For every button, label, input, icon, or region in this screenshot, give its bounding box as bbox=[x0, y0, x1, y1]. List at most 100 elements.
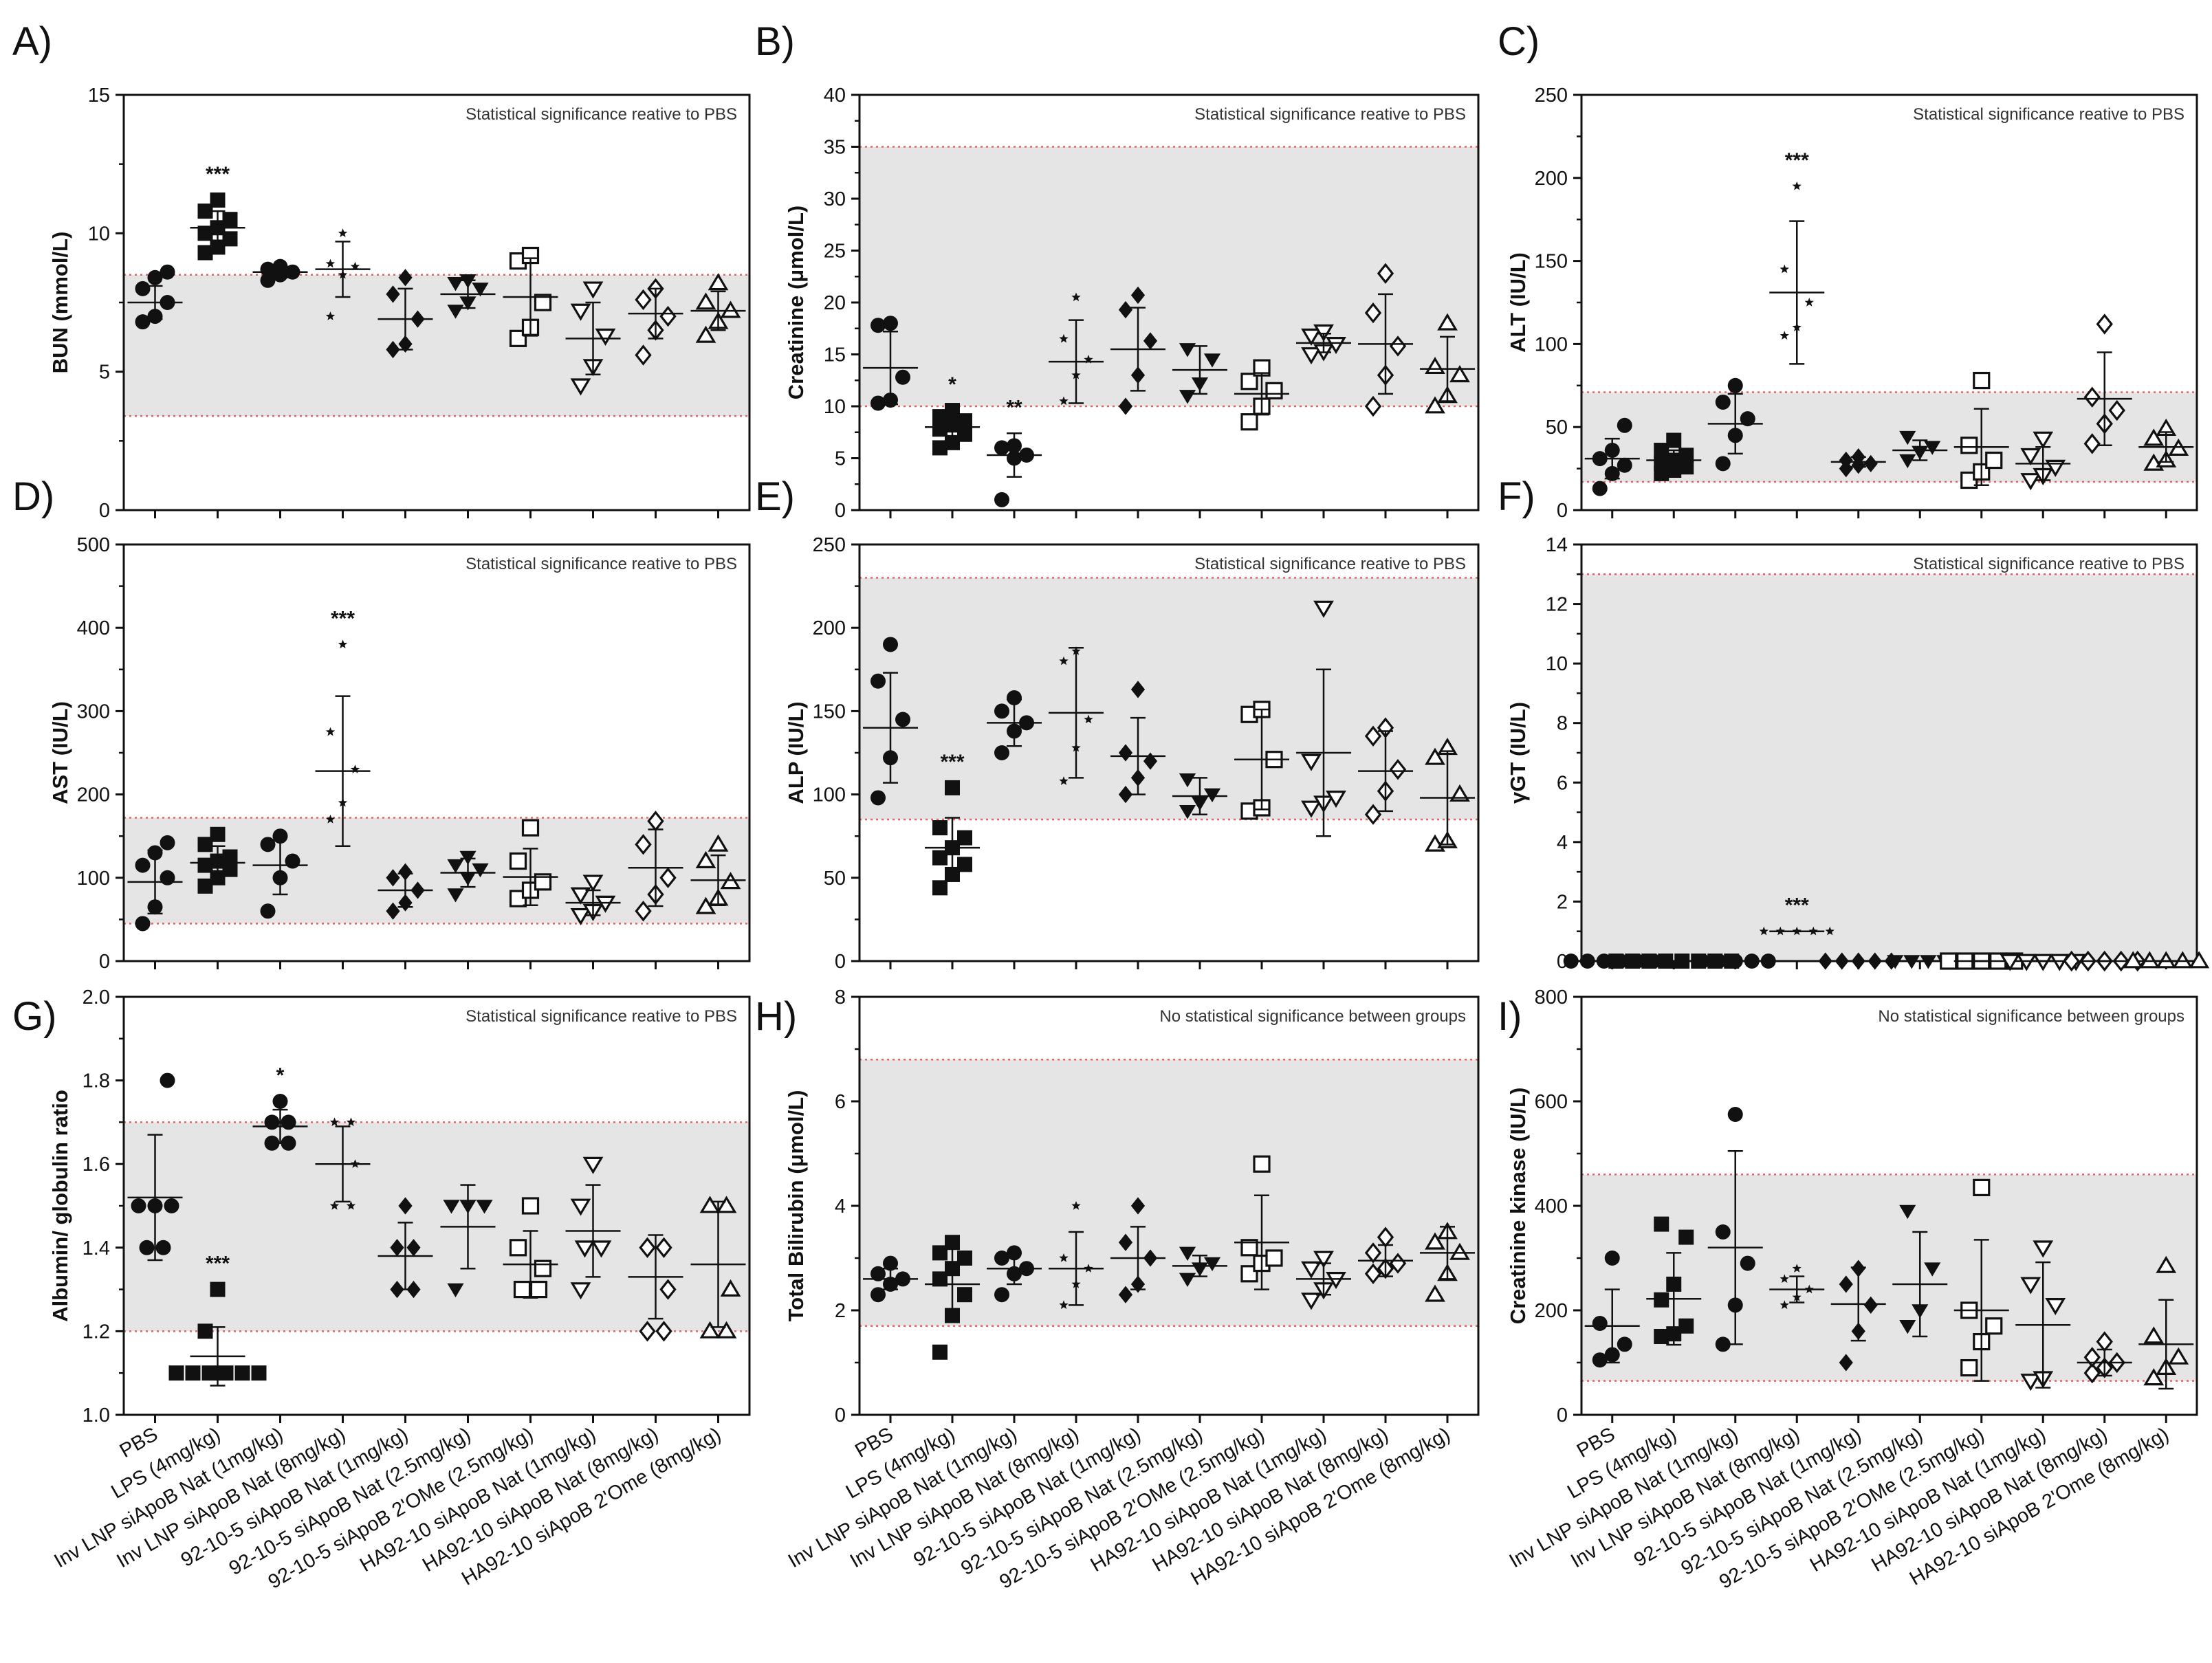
y-tick-label: 50 bbox=[824, 868, 846, 890]
data-point bbox=[1449, 365, 1470, 383]
y-tick-label: 15 bbox=[88, 85, 110, 107]
data-point bbox=[197, 1323, 213, 1339]
data-point bbox=[534, 294, 552, 311]
series-group bbox=[1707, 1107, 1763, 1352]
y-tick-label: 8 bbox=[1557, 713, 1568, 735]
data-point bbox=[197, 245, 213, 261]
series-group bbox=[377, 269, 433, 359]
series-group bbox=[1420, 1222, 1475, 1302]
data-point bbox=[695, 850, 716, 868]
series-group bbox=[1049, 1201, 1104, 1310]
data-point bbox=[210, 239, 226, 255]
data-point bbox=[1118, 1286, 1133, 1303]
series-group bbox=[1234, 1155, 1289, 1290]
data-point bbox=[197, 225, 213, 241]
series-group bbox=[2000, 954, 2087, 971]
significance-note: Statistical significance reative to PBS bbox=[1913, 555, 2184, 573]
series-group bbox=[1646, 432, 1702, 481]
data-point bbox=[2172, 951, 2193, 969]
y-tick-label: 1.6 bbox=[83, 1154, 110, 1176]
y-axis-label: ALT (IU/L) bbox=[1506, 252, 1530, 353]
data-point bbox=[1740, 411, 1755, 427]
series-group bbox=[440, 850, 496, 903]
data-point bbox=[2020, 473, 2041, 491]
data-point bbox=[932, 820, 948, 836]
chart-panel-b: 0 5 10 15 20 25 30 35 40 Creatinine (μmol/L) Stati… bbox=[755, 19, 1480, 522]
significance-note: Statistical significance reative to PBS bbox=[466, 1007, 737, 1026]
y-tick-label: 100 bbox=[1535, 333, 1568, 355]
y-tick-label: 30 bbox=[824, 188, 846, 210]
series-group bbox=[1234, 359, 1289, 431]
data-point bbox=[635, 901, 652, 922]
data-point bbox=[1924, 441, 1941, 455]
data-point bbox=[1666, 432, 1682, 448]
y-tick-label: 4 bbox=[835, 1196, 846, 1218]
series-group: *** bbox=[315, 607, 371, 847]
data-point bbox=[1715, 1224, 1731, 1240]
data-point bbox=[164, 1198, 179, 1213]
data-point bbox=[386, 340, 400, 359]
data-point bbox=[350, 764, 360, 773]
y-tick-label: 4 bbox=[1557, 832, 1568, 854]
data-point bbox=[1654, 1329, 1669, 1344]
data-point bbox=[591, 1240, 612, 1258]
data-point bbox=[945, 780, 960, 795]
panel-label: B) bbox=[755, 19, 795, 64]
series-group bbox=[2123, 951, 2210, 969]
data-point bbox=[1617, 457, 1632, 473]
data-point bbox=[447, 305, 464, 319]
data-point bbox=[695, 325, 716, 343]
series-group bbox=[377, 1197, 433, 1299]
series-group bbox=[565, 874, 621, 926]
data-point bbox=[1118, 744, 1133, 762]
y-tick-label: 0 bbox=[1557, 1405, 1568, 1427]
data-point bbox=[2083, 386, 2101, 408]
panel-label: E) bbox=[755, 474, 795, 519]
data-point bbox=[2083, 433, 2101, 454]
data-point bbox=[1940, 952, 1958, 970]
series-group bbox=[1694, 954, 1776, 969]
data-point bbox=[1084, 355, 1093, 364]
data-point bbox=[932, 1245, 948, 1261]
data-point bbox=[1654, 1216, 1669, 1232]
data-point bbox=[2143, 428, 2165, 446]
data-point bbox=[1084, 714, 1093, 724]
y-tick-label: 400 bbox=[77, 617, 110, 639]
series-group bbox=[987, 690, 1042, 760]
significance-marker: *** bbox=[1785, 149, 1809, 172]
data-point bbox=[957, 1287, 972, 1303]
series-group bbox=[987, 1245, 1042, 1303]
data-point bbox=[655, 1237, 672, 1259]
data-point bbox=[870, 1266, 886, 1281]
data-point bbox=[1265, 382, 1283, 399]
series-group bbox=[1892, 430, 1948, 469]
data-point bbox=[994, 745, 1009, 760]
panel-label: G) bbox=[12, 994, 56, 1039]
reference-range-band bbox=[1581, 574, 2197, 961]
data-point bbox=[1240, 1239, 1258, 1257]
data-point bbox=[1903, 955, 1920, 969]
significance-note: Statistical significance reative to PBS bbox=[1194, 555, 1466, 573]
data-point bbox=[1313, 324, 1334, 342]
data-point bbox=[350, 261, 360, 271]
data-point bbox=[1592, 1352, 1608, 1368]
series-group bbox=[863, 637, 918, 806]
data-point bbox=[1654, 443, 1669, 459]
series-group bbox=[1172, 1246, 1227, 1287]
series-group bbox=[1420, 313, 1475, 414]
data-point bbox=[932, 409, 948, 425]
data-point bbox=[870, 318, 886, 333]
data-point bbox=[883, 637, 898, 652]
y-tick-label: 2 bbox=[1557, 891, 1568, 913]
data-point bbox=[1301, 753, 1322, 771]
data-point bbox=[210, 192, 226, 208]
data-point bbox=[2063, 950, 2080, 972]
significance-marker: ** bbox=[1006, 396, 1022, 419]
data-point bbox=[2020, 448, 2041, 465]
data-point bbox=[2016, 954, 2037, 971]
data-point bbox=[222, 231, 238, 247]
data-point bbox=[945, 1235, 960, 1251]
data-point bbox=[398, 863, 413, 881]
series-group bbox=[565, 1156, 621, 1300]
y-axis-label: Creatinine (μmol/L) bbox=[784, 206, 808, 399]
